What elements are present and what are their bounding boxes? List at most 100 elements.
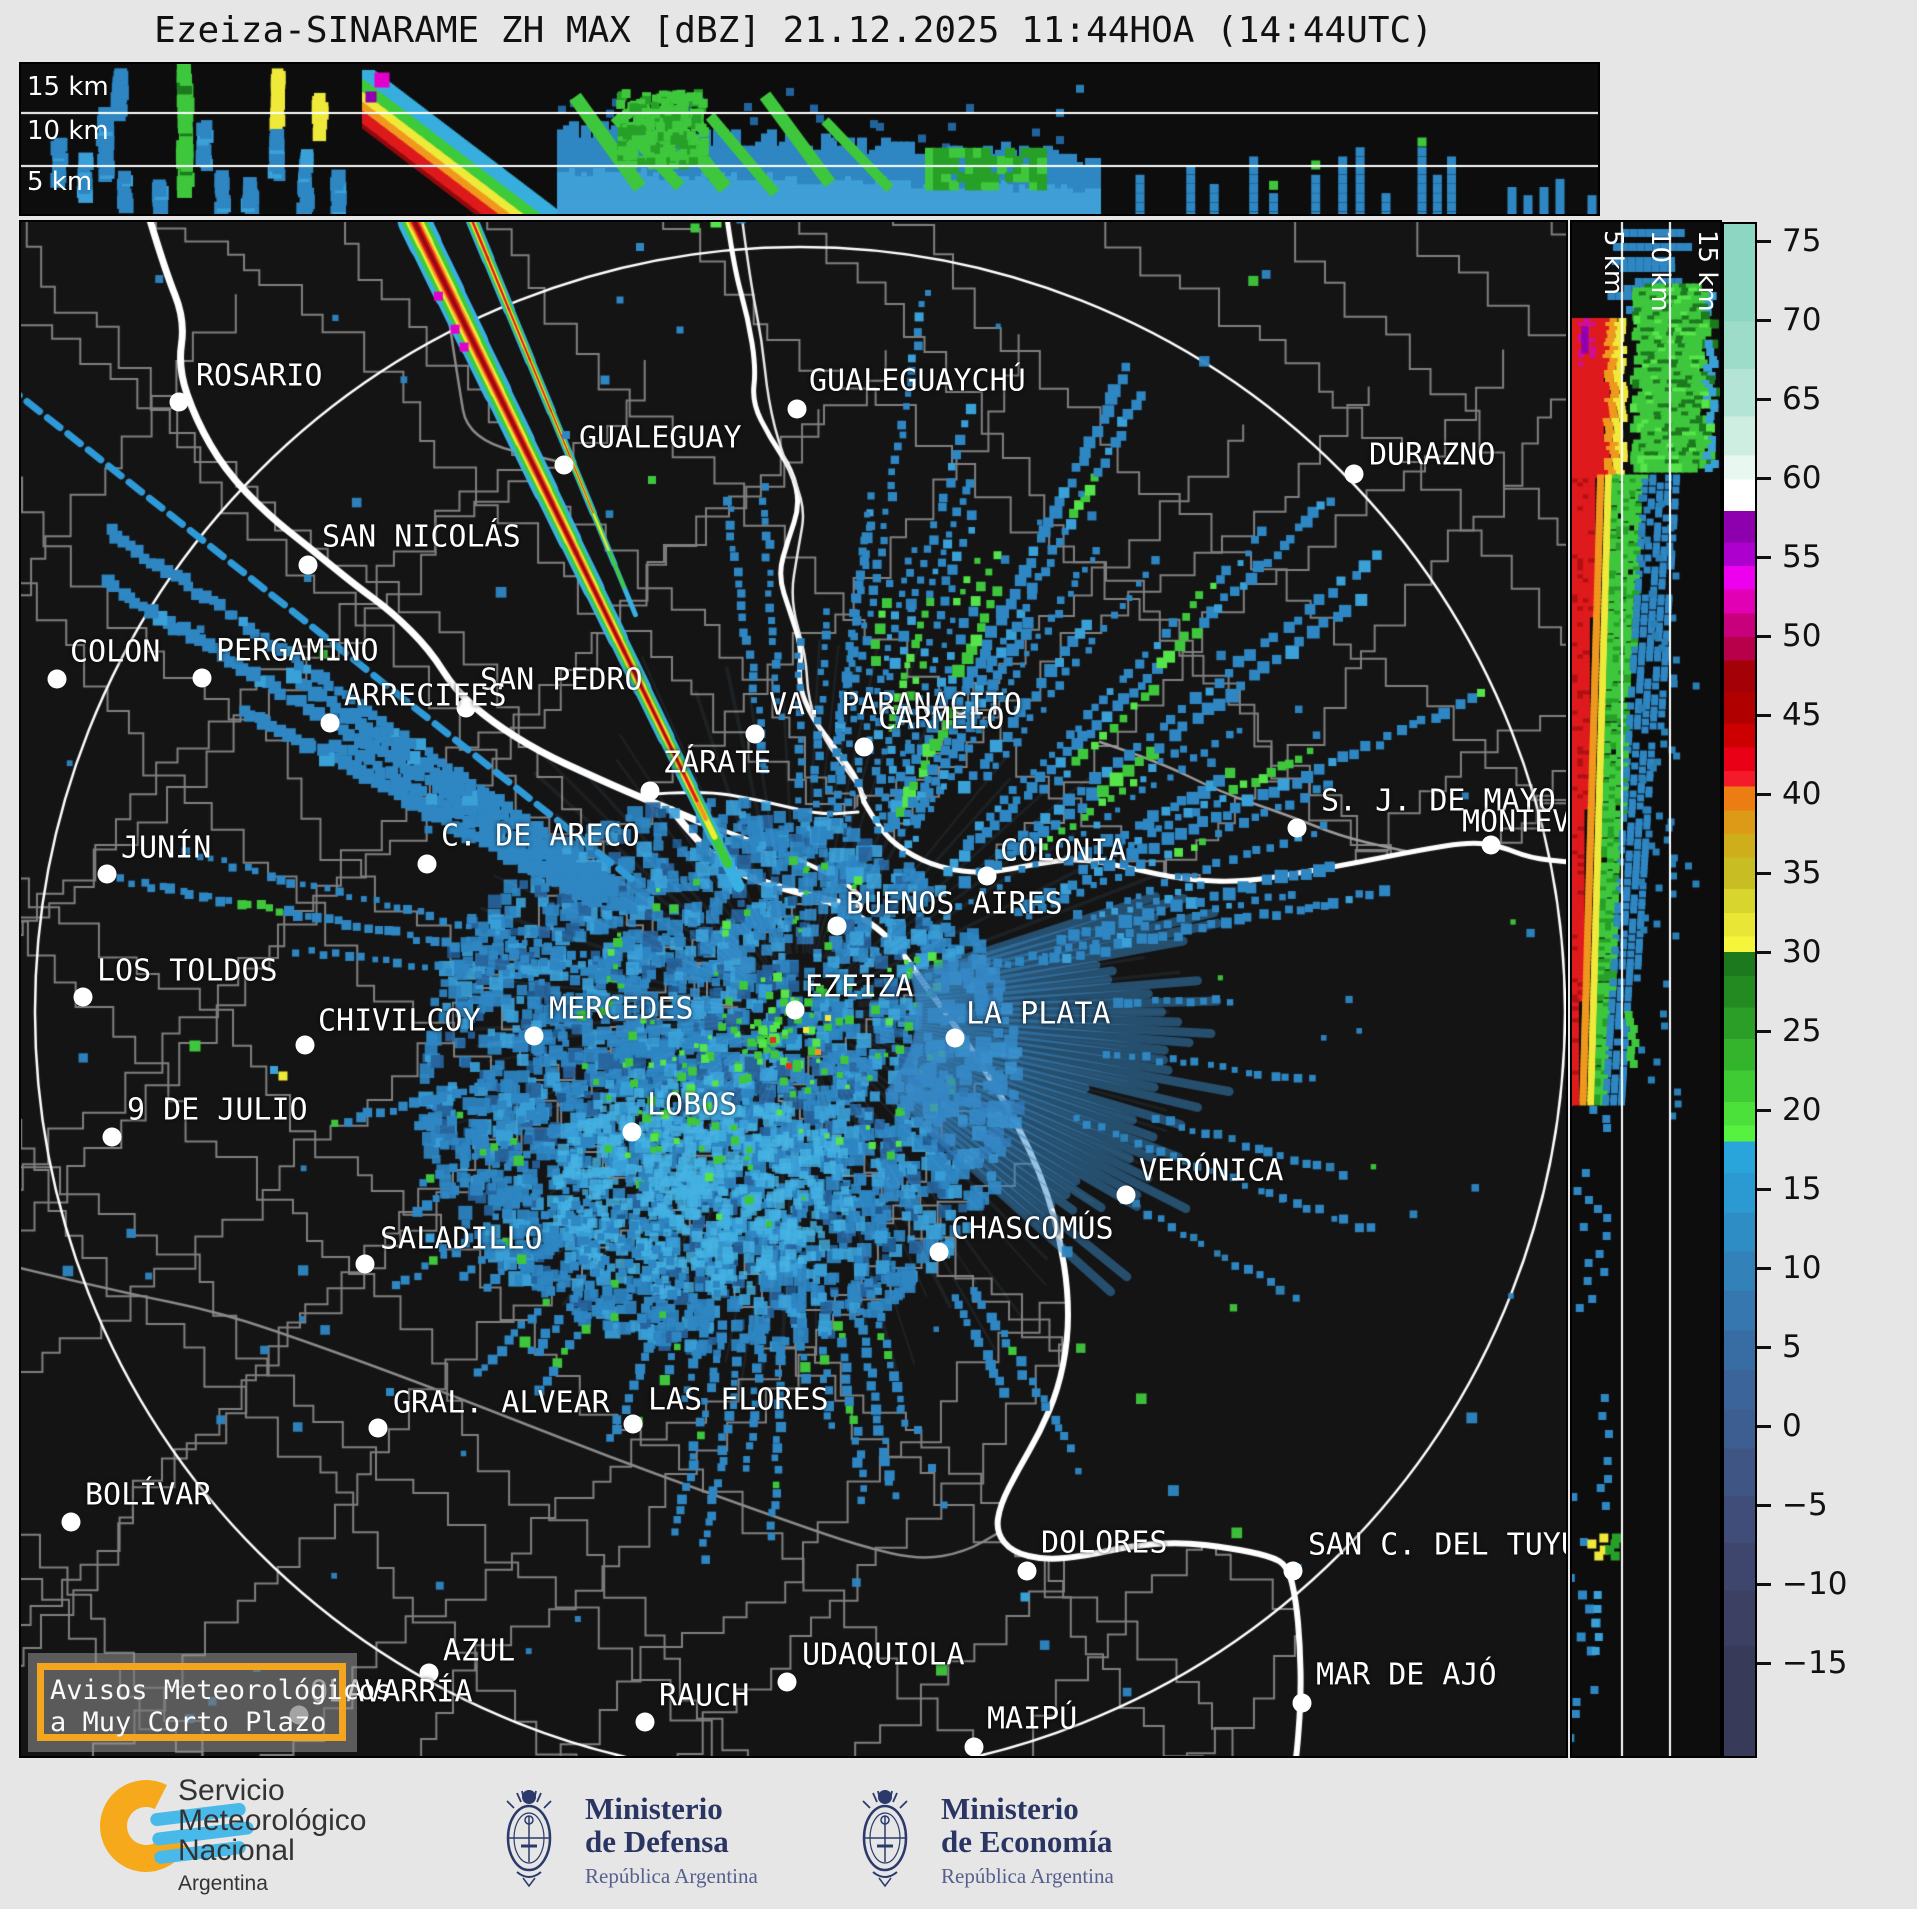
- city-dot: [1017, 1561, 1037, 1581]
- city-label: LAS FLORES: [648, 1382, 829, 1418]
- colorbar-tick-label: −5: [1782, 1487, 1828, 1524]
- colorbar-tick: [1757, 1346, 1771, 1350]
- city-label: COLONIA: [1000, 833, 1127, 869]
- colorbar-tick-label: 5: [1782, 1329, 1802, 1366]
- city-label: PERGAMINO: [216, 633, 379, 669]
- city-label: C. DE ARECO: [441, 818, 640, 854]
- right-cross-section-canvas: [1572, 222, 1720, 1756]
- height-label: 10 km: [1645, 230, 1675, 312]
- height-label: 5 km: [1598, 230, 1628, 296]
- city-dot: [777, 1672, 797, 1692]
- city-label: VERÓNICA: [1139, 1153, 1284, 1189]
- colorbar-tick-label: 25: [1782, 1013, 1822, 1050]
- height-label: 10 km: [27, 116, 109, 146]
- city-label: MERCEDES: [549, 991, 694, 1027]
- colorbar-tick-label: 70: [1782, 301, 1822, 338]
- page-title: Ezeiza-SINARAME ZH MAX [dBZ] 21.12.2025 …: [154, 10, 1433, 51]
- city-dot: [298, 555, 318, 575]
- city-dot: [964, 1737, 984, 1756]
- city-label: DOLORES: [1041, 1525, 1168, 1561]
- colorbar-tick: [1757, 318, 1771, 322]
- footer: Servicio Meteorológico Nacional Argentin…: [0, 1762, 1917, 1909]
- colorbar-tick: [1757, 477, 1771, 480]
- ministerio-defensa-line1: Ministerio: [585, 1791, 723, 1826]
- reflectivity-colorbar: [1722, 222, 1757, 1758]
- colorbar-tick: [1757, 1425, 1771, 1429]
- colorbar-tick-label: 40: [1782, 776, 1822, 813]
- warning-box: Avisos Meteorológicos a Muy Corto Plazo: [28, 1653, 391, 1752]
- city-dot: [169, 392, 189, 412]
- city-label: ARRECIFES: [344, 678, 507, 714]
- city-label: LOS TOLDOS: [97, 953, 278, 989]
- city-label: GRAL. ALVEAR: [393, 1385, 610, 1421]
- city-dot: [945, 1028, 965, 1048]
- city-dot: [635, 1712, 655, 1732]
- colorbar-tick: [1757, 793, 1771, 797]
- colorbar-tick: [1757, 1267, 1771, 1271]
- city-dot: [47, 669, 67, 689]
- city-dot: [1292, 1693, 1312, 1713]
- colorbar-tick-label: 60: [1782, 460, 1822, 496]
- city-label: MONTEV: [1462, 804, 1568, 840]
- warning-line-2: a Muy Corto Plazo: [50, 1707, 327, 1738]
- city-dot: [977, 866, 997, 886]
- colorbar-tick-label: 10: [1782, 1250, 1822, 1287]
- ministerio-economia-name: Ministerio de Economía República Argenti…: [941, 1792, 1114, 1893]
- colorbar-tick-label: 35: [1782, 855, 1822, 892]
- coat-of-arms-icon: [862, 1790, 908, 1888]
- colorbar-tick: [1757, 556, 1771, 559]
- city-dot: [787, 399, 807, 419]
- colorbar-tick: [1757, 1662, 1771, 1666]
- city-label: ROSARIO: [196, 358, 323, 394]
- colorbar-tick-label: 75: [1782, 222, 1822, 259]
- city-label: GUALEGUAYCHÚ: [809, 363, 1026, 399]
- city-label: COLON: [70, 634, 161, 670]
- city-label: DURAZNO: [1369, 437, 1496, 473]
- city-dot: [554, 455, 574, 475]
- colorbar-tick-label: 55: [1782, 539, 1822, 575]
- city-label: 9 DE JULIO: [127, 1092, 308, 1128]
- city-label: JUNÍN: [121, 830, 212, 866]
- warning-box-border: [37, 1663, 346, 1741]
- right-cross-section-panel: 5 km 10 km 15 km: [1570, 220, 1722, 1758]
- city-label: VA. PARANACITO: [769, 687, 1022, 723]
- city-dot: [417, 854, 437, 874]
- city-dot: [929, 1242, 949, 1262]
- city-dot: [524, 1026, 544, 1046]
- city-label: BOLÍVAR: [85, 1477, 212, 1513]
- city-dot: [622, 1122, 642, 1142]
- city-dot: [355, 1254, 375, 1274]
- ministerio-defensa-name: Ministerio de Defensa República Argentin…: [585, 1792, 758, 1893]
- city-label: S. J. DE MAYO: [1321, 783, 1556, 819]
- city-dot: [73, 987, 93, 1007]
- smn-name-line3: Nacional: [178, 1834, 295, 1867]
- city-dot: [745, 724, 765, 744]
- height-label: 15 km: [1692, 230, 1722, 312]
- height-label: 15 km: [27, 72, 109, 102]
- colorbar-tick-label: 15: [1782, 1171, 1822, 1208]
- city-label: CHASCOMÚS: [951, 1211, 1114, 1247]
- city-dot: [1116, 1185, 1136, 1205]
- city-label: CHIVILCOY: [318, 1003, 481, 1039]
- colorbar-tick-label: −10: [1782, 1566, 1848, 1603]
- colorbar-tick: [1757, 1583, 1771, 1587]
- city-label: CARMELO: [878, 701, 1005, 737]
- ministerio-economia-sub: República Argentina: [941, 1864, 1114, 1888]
- colorbar-tick: [1757, 1030, 1771, 1034]
- city-dot: [1283, 1561, 1303, 1581]
- city-dot: [456, 698, 476, 718]
- city-label: SALADILLO: [380, 1221, 543, 1257]
- city-dot: [102, 1127, 122, 1147]
- colorbar-tick: [1757, 635, 1771, 639]
- coat-of-arms-icon: [506, 1790, 552, 1888]
- top-cross-section-panel: 15 km 10 km 5 km: [19, 62, 1600, 216]
- ministerio-defensa-sub: República Argentina: [585, 1864, 758, 1888]
- city-dot: [368, 1418, 388, 1438]
- smn-country: Argentina: [178, 1872, 268, 1895]
- city-label: LA PLATA: [966, 996, 1111, 1032]
- colorbar-tick-label: 65: [1782, 380, 1822, 417]
- ministerio-economia-line1: Ministerio: [941, 1791, 1079, 1826]
- city-dot: [640, 781, 660, 801]
- city-label: SAN PEDRO: [480, 662, 643, 698]
- city-dot: [854, 737, 874, 757]
